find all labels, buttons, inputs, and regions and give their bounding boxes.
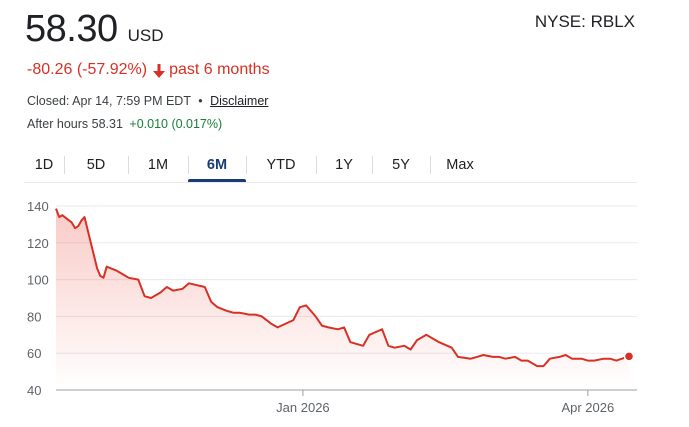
change-period: past 6 months — [169, 61, 270, 78]
tab-1m[interactable]: 1M — [128, 150, 188, 180]
tab-1d[interactable]: 1D — [34, 157, 54, 173]
price-line — [55, 208, 630, 368]
price-change: -80.26 (-57.92%) — [27, 61, 148, 78]
y-tick-label: 60 — [27, 346, 41, 361]
range-tabs: 1D 5D 1M 6M YTD 1Y 5Y Max — [24, 150, 490, 182]
after-hours-change: +0.010 (0.017%) — [129, 117, 223, 131]
currency-label: USD — [127, 26, 164, 45]
tab-max[interactable]: Max — [430, 150, 490, 180]
x-tick-label: Apr 2026 — [561, 400, 614, 415]
y-tick-label: 100 — [27, 273, 49, 288]
disclaimer-link[interactable]: Disclaimer — [210, 94, 269, 108]
after-hours-price: After hours 58.31 — [27, 117, 123, 131]
tab-1y[interactable]: 1Y — [316, 150, 372, 180]
tabs-divider — [24, 182, 637, 183]
price-row: 58.30 USD — [25, 8, 164, 51]
closed-text: Closed: Apr 14, 7:59 PM EDT — [27, 94, 191, 108]
last-price-dot — [623, 351, 635, 362]
price-area-fill — [56, 208, 629, 390]
tab-5d[interactable]: 5D — [64, 150, 128, 180]
arrow-down-icon — [153, 64, 166, 78]
separator-dot: • — [198, 94, 203, 108]
tab-6m[interactable]: 6M — [188, 150, 246, 182]
tab-5y[interactable]: 5Y — [372, 150, 430, 180]
x-tick-label: Jan 2026 — [276, 400, 330, 415]
market-status-row: Closed: Apr 14, 7:59 PM EDT • Disclaimer — [27, 94, 268, 108]
y-tick-label: 40 — [27, 383, 41, 398]
price-chart[interactable]: 140 120 100 80 60 40 Jan 2026 Apr 2026 — [0, 190, 689, 427]
y-tick-label: 140 — [27, 199, 49, 214]
after-hours-row: After hours 58.31 +0.010 (0.017%) — [27, 117, 222, 131]
y-tick-label: 120 — [27, 236, 49, 251]
tab-ytd[interactable]: YTD — [246, 150, 316, 180]
exchange-ticker: NYSE: RBLX — [534, 12, 635, 31]
current-price: 58.30 — [25, 8, 118, 50]
price-change-row: -80.26 (-57.92%) past 6 months — [27, 61, 270, 79]
y-tick-label: 80 — [27, 309, 41, 324]
